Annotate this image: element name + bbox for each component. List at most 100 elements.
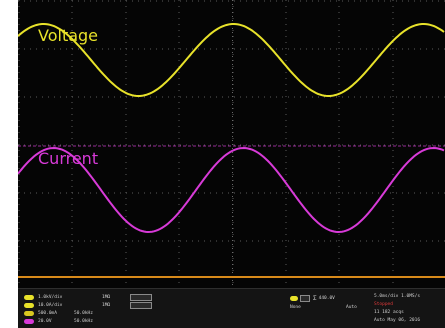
graticule-dot [294, 192, 295, 194]
graticule-dot [125, 228, 127, 229]
graticule-dot [18, 102, 20, 103]
graticule-dot [125, 168, 127, 169]
graticule-dot [168, 240, 169, 242]
graticule-dot [198, 192, 199, 194]
graticule-dot [96, 0, 97, 2]
graticule-dot [264, 144, 265, 146]
graticule-dot [396, 48, 397, 50]
graticule-dot [84, 48, 85, 50]
graticule-dot [72, 96, 73, 98]
graticule-dot [18, 0, 19, 2]
graticule-dot [71, 60, 73, 61]
graticule-dot [60, 0, 61, 2]
graticule-dot [125, 258, 127, 259]
graticule-dot [392, 144, 394, 145]
graticule-dot [178, 120, 180, 121]
graticule-dot [71, 132, 73, 133]
graticule-dot [360, 0, 361, 2]
graticule-dot [120, 192, 121, 194]
graticule-dot [285, 96, 287, 97]
channel-4-readout[interactable]: 20.0V 50.0kHz [24, 317, 100, 325]
graticule-dot [132, 144, 133, 146]
graticule-dot [312, 96, 313, 98]
graticule-dot [178, 138, 180, 139]
channel-2-readout[interactable]: 10.0A/div 1MΩ [24, 301, 152, 309]
graticule-dot [396, 192, 397, 194]
trigger-sigma-icon: Σ [313, 294, 317, 302]
graticule-dot [120, 144, 121, 146]
graticule-dot [71, 126, 73, 127]
graticule-dot [178, 210, 180, 211]
graticule-dot [366, 144, 367, 146]
channel-1-readout[interactable]: 1.0kV/div 1MΩ [24, 293, 152, 301]
graticule-dot [168, 48, 169, 50]
graticule-dot [338, 240, 340, 241]
graticule-dot [18, 6, 20, 7]
graticule-dot [338, 168, 340, 169]
graticule-dot [285, 270, 287, 271]
graticule-dot [366, 240, 367, 242]
graticule-dot [285, 60, 287, 61]
graticule-dot [71, 6, 73, 7]
graticule-dot [285, 246, 287, 247]
graticule-dot [120, 48, 121, 50]
graticule-dot [18, 270, 20, 271]
graticule-dot [178, 144, 180, 145]
graticule-dot [125, 42, 127, 43]
graticule-dot [258, 240, 259, 242]
graticule-dot [324, 96, 325, 98]
graticule-dot [392, 138, 394, 139]
graticule-dot [338, 54, 340, 55]
graticule-dot [156, 240, 157, 242]
graticule-dot [366, 96, 367, 98]
graticule-dot [338, 162, 340, 163]
graticule-dot [285, 264, 287, 265]
graticule-dot [360, 240, 361, 242]
graticule-dot [258, 48, 259, 50]
graticule-dot [392, 42, 394, 43]
voltage-label: Voltage [38, 26, 99, 45]
graticule-dot [198, 144, 199, 146]
graticule-dot [42, 192, 43, 194]
graticule-dot [306, 96, 307, 98]
graticule-dot [48, 192, 49, 194]
graticule-dot [168, 0, 169, 2]
graticule-dot [285, 24, 287, 25]
graticule-dot [232, 126, 234, 127]
graticule-dot [354, 240, 355, 242]
acquisition-panel[interactable]: 5.0ms/div 1.0MS/s Stopped 11 182 acqs Au… [374, 290, 444, 328]
graticule-dot [71, 18, 73, 19]
graticule-dot [285, 108, 287, 109]
graticule-dot [174, 96, 175, 98]
graticule-dot [392, 156, 394, 157]
graticule-dot [392, 72, 394, 73]
graticule-dot [338, 90, 340, 91]
graticule-dot [420, 144, 421, 146]
graticule-dot [144, 192, 145, 194]
graticule-dot [366, 192, 367, 194]
graticule-dot [178, 228, 180, 229]
graticule-dot [30, 192, 31, 194]
waveform-canvas [18, 0, 445, 288]
graticule-dot [232, 90, 234, 91]
graticule-dot [71, 186, 73, 187]
graticule-dot [114, 144, 115, 146]
graticule-dot [30, 48, 31, 50]
graticule-dot [178, 156, 180, 157]
graticule-dot [276, 0, 277, 2]
graticule-dot [348, 240, 349, 242]
channel-3-readout[interactable]: 500.0mA 50.0kHz [24, 309, 100, 317]
graticule-dot [246, 96, 247, 98]
graticule-dot [162, 48, 163, 50]
graticule-dot [392, 0, 394, 1]
graticule-dot [232, 234, 234, 235]
graticule-dot [378, 240, 379, 242]
graticule-dot [392, 258, 394, 259]
graticule-dot [18, 228, 20, 229]
graticule-dot [338, 174, 340, 175]
graticule-dot [126, 144, 127, 146]
trigger-readout[interactable]: Σ 440.0V [290, 294, 335, 302]
graticule-dot [285, 222, 287, 223]
graticule-dot [178, 126, 180, 127]
graticule-dot [210, 48, 211, 50]
